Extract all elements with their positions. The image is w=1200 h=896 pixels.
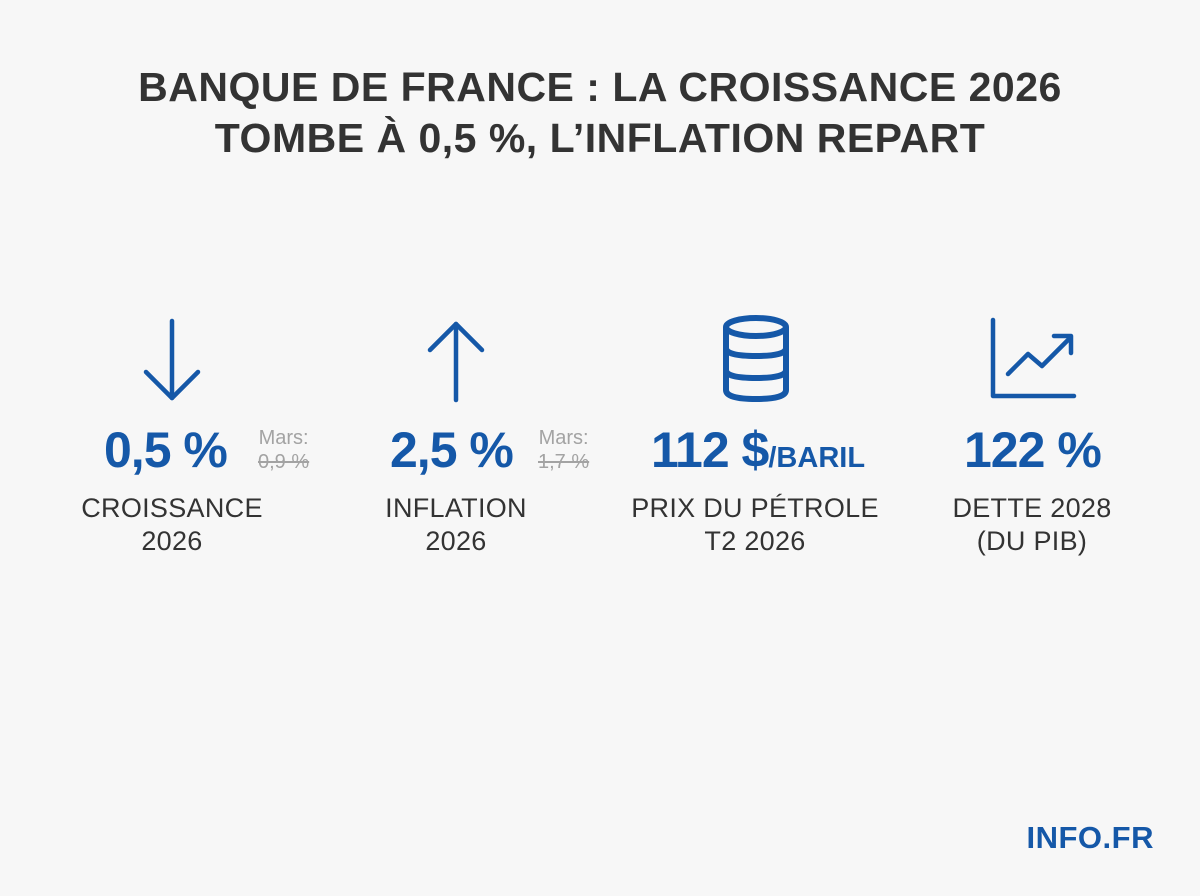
stat-label: DETTE 2028 (DU PIB): [902, 492, 1162, 558]
oil-barrel-icon: [706, 310, 806, 406]
stat-label: INFLATION 2026: [326, 492, 586, 558]
arrow-up-icon: [406, 314, 506, 414]
stat-value-unit: /BARIL: [768, 442, 866, 474]
stat-label-line-2: 2026: [141, 526, 203, 556]
stat-label-line-1: DETTE 2028: [952, 493, 1112, 523]
stat-label: CROISSANCE 2026: [42, 492, 302, 558]
previous-forecast: Mars: 0,9 %: [258, 426, 309, 474]
title-line-1: BANQUE DE FRANCE : LA CROISSANCE 2026: [138, 64, 1062, 110]
stat-label: PRIX DU PÉTROLE T2 2026: [625, 492, 885, 558]
stat-value: 2,5 %: [390, 422, 514, 478]
previous-value: 1,7 %: [538, 451, 590, 473]
stat-label-line-2: 2026: [425, 526, 487, 556]
previous-value: 0,9 %: [258, 451, 310, 473]
stat-label-line-1: CROISSANCE: [81, 493, 263, 523]
stat-label-line-1: INFLATION: [385, 493, 527, 523]
stat-value: 0,5 %: [104, 422, 228, 478]
stat-value: 122 %: [964, 422, 1102, 478]
stat-value: 112 $/BARIL: [651, 420, 865, 488]
stat-value-number: 112 $: [651, 422, 769, 478]
arrow-down-icon: [122, 316, 222, 416]
brand-logo: INFO.FR: [1026, 820, 1154, 855]
stat-label-line-1: PRIX DU PÉTROLE: [631, 493, 879, 523]
previous-label: Mars:: [538, 427, 589, 449]
stat-label-line-2: (DU PIB): [976, 526, 1088, 556]
line-chart-up-icon: [984, 314, 1080, 404]
title-line-2: TOMBE À 0,5 %, L’INFLATION REPART: [214, 115, 986, 161]
page-title: BANQUE DE FRANCE : LA CROISSANCE 2026 TO…: [0, 62, 1200, 164]
stat-label-line-2: T2 2026: [704, 526, 806, 556]
previous-label: Mars:: [258, 427, 309, 449]
previous-forecast: Mars: 1,7 %: [538, 426, 589, 474]
